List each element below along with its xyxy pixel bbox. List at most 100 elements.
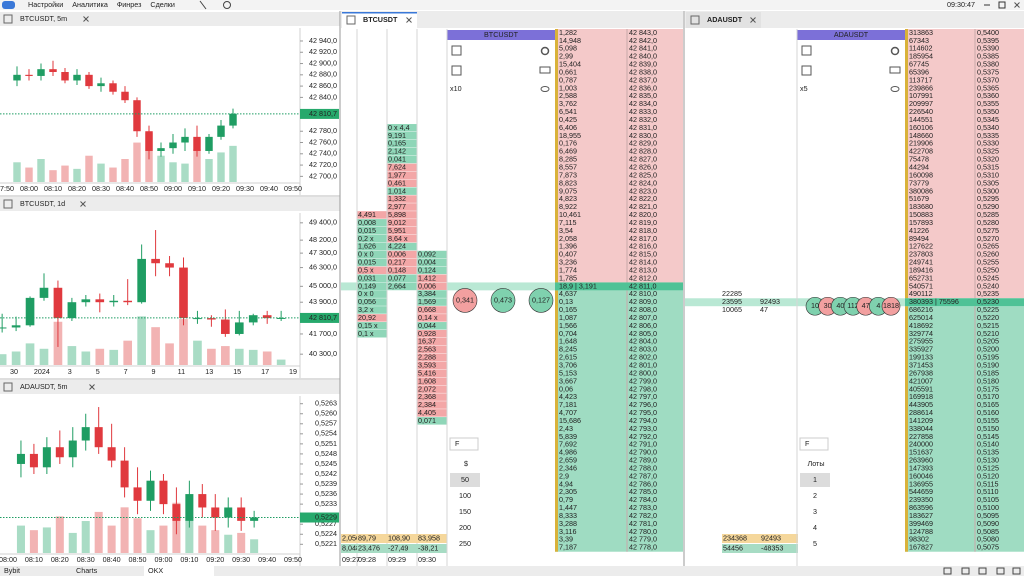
cluster-value: 1,014 (388, 186, 406, 195)
book-price: 0,5265 (977, 242, 999, 251)
close-icon[interactable] (80, 201, 86, 207)
size-option[interactable]: 5 (813, 539, 817, 548)
x-tick-label: 17 (261, 367, 269, 376)
size-option[interactable]: 150 (459, 507, 471, 516)
visibility-button[interactable] (540, 86, 550, 92)
settings-button[interactable] (540, 46, 550, 56)
status-icon[interactable] (996, 567, 1005, 575)
chart-header (0, 197, 340, 211)
status-icon[interactable] (978, 567, 987, 575)
book-price: 42 783,0 (629, 503, 657, 512)
size-option[interactable]: 1 (813, 475, 817, 484)
keyboard-button[interactable] (889, 66, 901, 74)
chart-button[interactable] (801, 45, 812, 56)
size-option[interactable]: 2 (813, 491, 817, 500)
tab-title[interactable]: ADAUSDT (707, 15, 743, 24)
y-tick-label: 42 720,0 (309, 160, 337, 169)
cluster-cell (387, 266, 417, 275)
volume-bar (250, 539, 259, 553)
y-tick-label: 0,5257 (315, 419, 337, 428)
calc-button[interactable] (801, 65, 812, 76)
menu-item[interactable]: Настройки (28, 0, 63, 9)
book-volume: 75478 (909, 155, 929, 164)
book-price: 0,5130 (977, 456, 999, 465)
size-option[interactable]: 200 (459, 523, 471, 532)
footer-tab[interactable]: Charts (76, 566, 98, 575)
menu-item[interactable]: Аналитика (72, 0, 108, 9)
calc-button[interactable] (451, 65, 462, 76)
book-price: 42 843,0 (629, 28, 657, 37)
close-icon[interactable] (89, 384, 95, 390)
book-volume: 7,873 (559, 170, 577, 179)
window-maximize[interactable] (998, 1, 1006, 9)
size-option[interactable]: 3 (813, 507, 817, 516)
book-price: 0,5395 (977, 36, 999, 45)
cluster-cell (357, 242, 387, 251)
book-price: 42 824,0 (629, 178, 657, 187)
candle-body (237, 507, 246, 521)
book-volume: 313863 (909, 28, 933, 37)
visibility-button[interactable] (890, 86, 900, 92)
close-icon[interactable] (406, 17, 412, 23)
help-icon[interactable] (223, 1, 231, 9)
status-icon[interactable] (1012, 567, 1021, 575)
book-volume: 3,667 (559, 376, 577, 385)
cluster-cell (417, 401, 447, 409)
tab[interactable] (342, 12, 417, 28)
chart-button[interactable] (451, 45, 462, 56)
candle-body (211, 507, 220, 518)
book-price: 42 782,0 (629, 511, 657, 520)
book-volume: 15,404 (559, 60, 581, 69)
close-icon[interactable] (1014, 2, 1020, 8)
filter-dropdown[interactable] (449, 437, 479, 451)
volume-bar (151, 327, 160, 365)
book-price: 42 841,0 (629, 44, 657, 53)
y-tick-label: 42 840,0 (309, 92, 337, 101)
volume-bar (237, 532, 246, 553)
cluster-value: 1,626 (358, 242, 376, 251)
cluster-cell (357, 282, 387, 290)
book-price: 42 817,0 (629, 234, 657, 243)
mute-icon[interactable] (199, 0, 207, 10)
x-tick-label: 9 (152, 367, 156, 376)
footer-tab[interactable]: OKX (148, 566, 163, 575)
footer-tab[interactable]: Bybit (4, 566, 20, 575)
trade-volume: 112 (847, 301, 858, 310)
book-volume: 226540 (909, 107, 933, 116)
book-price: 42 778,0 (629, 543, 657, 552)
close-icon[interactable] (750, 17, 756, 23)
book-volume: 239866 (909, 83, 933, 92)
size-option[interactable]: 4 (813, 523, 817, 532)
size-option[interactable]: 250 (459, 539, 471, 548)
book-volume: 6,541 (559, 107, 577, 116)
size-option[interactable]: 50 (461, 475, 469, 484)
volume-bar (169, 162, 177, 182)
total-cell (760, 534, 798, 543)
cluster-cell (357, 211, 387, 219)
settings-button[interactable] (890, 46, 900, 56)
book-volume: 380393 | 75596 (909, 297, 959, 306)
candle-body (109, 300, 119, 303)
book-volume: 65396 (909, 67, 929, 76)
status-icon[interactable] (961, 567, 970, 575)
total-value: -48353 (761, 543, 783, 552)
size-option[interactable]: 100 (459, 491, 471, 500)
book-price: 0,5370 (977, 75, 999, 84)
book-price: 42 842,0 (629, 36, 657, 45)
menu-item[interactable]: Финрез (117, 0, 142, 9)
volume-bar (97, 163, 105, 182)
chart-icon (3, 199, 13, 209)
keyboard-button[interactable] (539, 66, 551, 74)
menu-item[interactable]: Сделки (150, 0, 175, 9)
candle-body (262, 315, 272, 319)
y-tick-label: 0,5236 (315, 489, 337, 498)
tab-title[interactable]: BTCUSDT (363, 15, 398, 24)
close-icon[interactable] (83, 16, 89, 22)
cluster-cell (417, 290, 447, 298)
filter-dropdown[interactable] (799, 437, 829, 451)
status-icon[interactable] (943, 567, 952, 575)
candle-body (276, 317, 286, 319)
book-volume: 371453 (909, 361, 933, 370)
book-price: 42 840,0 (629, 52, 657, 61)
tab[interactable] (686, 12, 761, 28)
